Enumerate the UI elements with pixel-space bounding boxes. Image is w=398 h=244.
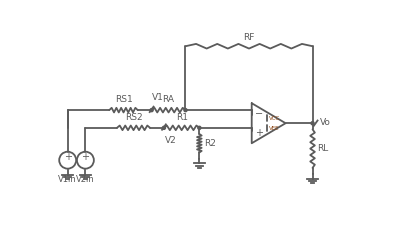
Text: R1: R1 <box>176 113 187 122</box>
Circle shape <box>150 109 153 112</box>
Text: +: + <box>255 128 263 138</box>
Text: V2: V2 <box>165 135 176 144</box>
Text: −: − <box>255 110 263 120</box>
Text: V1: V1 <box>152 93 164 102</box>
Text: R2: R2 <box>204 139 216 148</box>
Text: +: + <box>82 152 90 162</box>
Circle shape <box>198 126 201 129</box>
Text: RL: RL <box>317 144 328 153</box>
Circle shape <box>184 109 187 112</box>
Circle shape <box>311 122 314 125</box>
Circle shape <box>162 126 166 129</box>
Text: RA: RA <box>162 95 175 104</box>
Text: RS1: RS1 <box>115 95 133 104</box>
Text: V1in: V1in <box>59 175 77 184</box>
Text: RS2: RS2 <box>125 113 142 122</box>
Text: V2in: V2in <box>76 175 95 184</box>
Text: VEE: VEE <box>269 126 279 131</box>
Text: Vo: Vo <box>320 118 330 127</box>
Text: VCC: VCC <box>269 116 280 121</box>
Text: RF: RF <box>243 33 255 41</box>
Text: +: + <box>64 152 72 162</box>
